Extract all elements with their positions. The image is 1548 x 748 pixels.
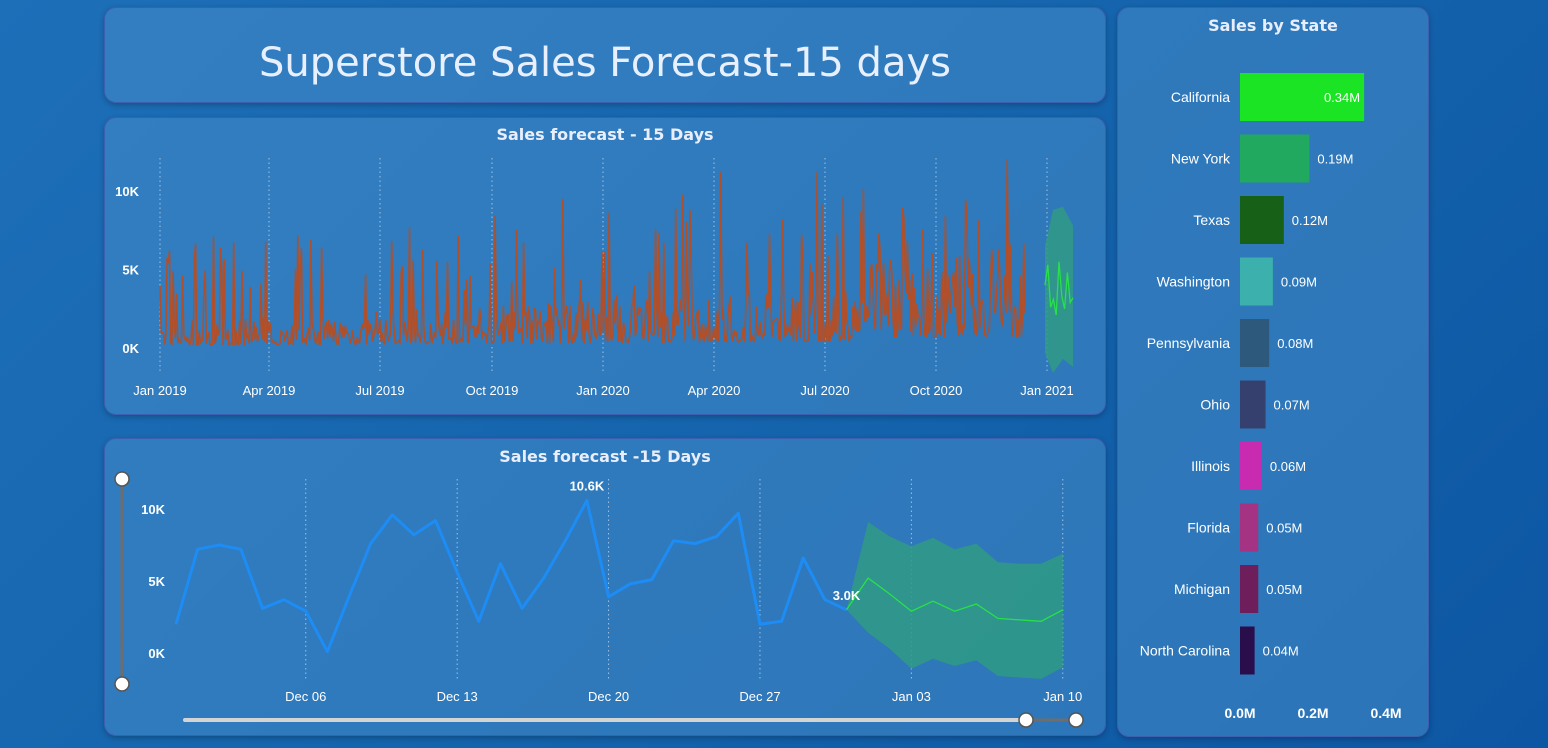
data-label: 0.19M — [1317, 152, 1353, 167]
bar-illinois[interactable] — [1240, 442, 1262, 490]
y-tick-label: 0K — [148, 646, 165, 661]
y-tick-label: 0K — [122, 341, 139, 356]
x-tick-label: 0.4M — [1370, 705, 1401, 721]
bar-ohio[interactable] — [1240, 380, 1266, 429]
state-label: Florida — [1187, 520, 1230, 536]
state-label: Michigan — [1174, 581, 1230, 597]
sales-forecast-zoomed-chart[interactable]: Sales forecast -15 Days Dec 06 Dec 13 Dec … — [104, 438, 1106, 736]
data-label: 0.04M — [1263, 644, 1299, 659]
state-label: Ohio — [1200, 397, 1230, 413]
x-tick-label: Jan 2019 — [133, 383, 187, 398]
bar-new-york[interactable] — [1240, 134, 1310, 183]
x-tick-label: Jul 2020 — [800, 383, 849, 398]
horizontal-slider-handle-left[interactable] — [1018, 712, 1034, 728]
bar-texas[interactable] — [1240, 196, 1284, 244]
sales-forecast-overview-chart[interactable]: Sales forecast - 15 Days Jan 2019 Apr 201… — [104, 117, 1106, 415]
actual-sales-line[interactable] — [174, 498, 848, 654]
state-label: Pennsylvania — [1147, 335, 1230, 351]
x-tick-label: Jan 2020 — [576, 383, 630, 398]
state-label: Illinois — [1191, 458, 1230, 474]
x-tick-label: Jan 10 — [1043, 689, 1082, 704]
overview-chart-svg[interactable]: Jan 2019 Apr 2019 Jul 2019 Oct 2019 Jan 2020… — [105, 118, 1105, 414]
vertical-slider-handle-top[interactable] — [114, 471, 130, 487]
x-tick-label: Jan 03 — [892, 689, 931, 704]
data-label: 0.12M — [1292, 213, 1328, 228]
state-label: New York — [1171, 151, 1231, 167]
bar-washington[interactable] — [1240, 257, 1273, 306]
horizontal-slider-handle-right[interactable] — [1068, 712, 1084, 728]
x-tick-label: Oct 2020 — [910, 383, 963, 398]
x-tick-label: Apr 2019 — [243, 383, 296, 398]
bar-california[interactable] — [1240, 73, 1365, 121]
data-label: 0.05M — [1266, 582, 1302, 597]
x-tick-label: Oct 2019 — [466, 383, 519, 398]
x-tick-label: Jan 2021 — [1020, 383, 1074, 398]
data-label: 3.0K — [833, 588, 861, 603]
state-label: Texas — [1193, 212, 1230, 228]
x-tick-label: Dec 27 — [739, 689, 780, 704]
forecast-confidence-band — [846, 522, 1063, 679]
chart-title: Sales forecast - 15 Days — [496, 125, 714, 144]
x-tick-label: Jul 2019 — [355, 383, 404, 398]
chart-title: Sales forecast -15 Days — [499, 447, 711, 466]
state-label: California — [1171, 89, 1230, 105]
x-tick-label: Dec 13 — [437, 689, 478, 704]
data-label: 0.05M — [1266, 521, 1302, 536]
actual-sales-line[interactable] — [159, 158, 1026, 346]
x-tick-label: 0.2M — [1297, 705, 1328, 721]
y-tick-label: 10K — [141, 502, 165, 517]
bar-north-carolina[interactable] — [1240, 626, 1255, 675]
state-label: North Carolina — [1140, 643, 1230, 659]
data-label: 10.6K — [570, 478, 605, 493]
forecast-confidence-band — [1045, 206, 1073, 374]
sales-by-state-chart[interactable]: Sales by State California 0.34M New York 0.… — [1117, 7, 1429, 737]
data-label: 0.08M — [1277, 336, 1313, 351]
state-label: Washington — [1157, 274, 1230, 290]
data-label: 0.06M — [1270, 459, 1306, 474]
page-title: Superstore Sales Forecast-15 days — [259, 40, 951, 86]
state-chart-svg[interactable]: California 0.34M New York 0.19M Texas 0.12M Wa… — [1118, 8, 1428, 736]
chart-title: Sales by State — [1208, 16, 1338, 35]
y-tick-label: 5K — [148, 574, 165, 589]
bar-pennsylvania[interactable] — [1240, 319, 1270, 367]
forecast-line[interactable] — [1044, 261, 1074, 316]
data-label: 0.34M — [1324, 90, 1360, 105]
bar-michigan[interactable] — [1240, 565, 1259, 613]
data-label: 0.09M — [1281, 275, 1317, 290]
vertical-slider-handle-bottom[interactable] — [114, 676, 130, 692]
x-tick-label: Apr 2020 — [688, 383, 741, 398]
forecast-line[interactable] — [845, 577, 1064, 622]
x-tick-label: 0.0M — [1224, 705, 1255, 721]
title-card: Superstore Sales Forecast-15 days — [104, 7, 1106, 103]
bar-florida[interactable] — [1240, 503, 1259, 552]
x-tick-label: Dec 20 — [588, 689, 629, 704]
zoomed-chart-svg[interactable]: Dec 06 Dec 13 Dec 20 Dec 27 Jan 03 Jan 10 0K 5K… — [105, 439, 1105, 735]
x-tick-label: Dec 06 — [285, 689, 326, 704]
y-tick-label: 10K — [115, 184, 139, 199]
data-label: 0.07M — [1274, 398, 1310, 413]
y-tick-label: 5K — [122, 263, 139, 278]
